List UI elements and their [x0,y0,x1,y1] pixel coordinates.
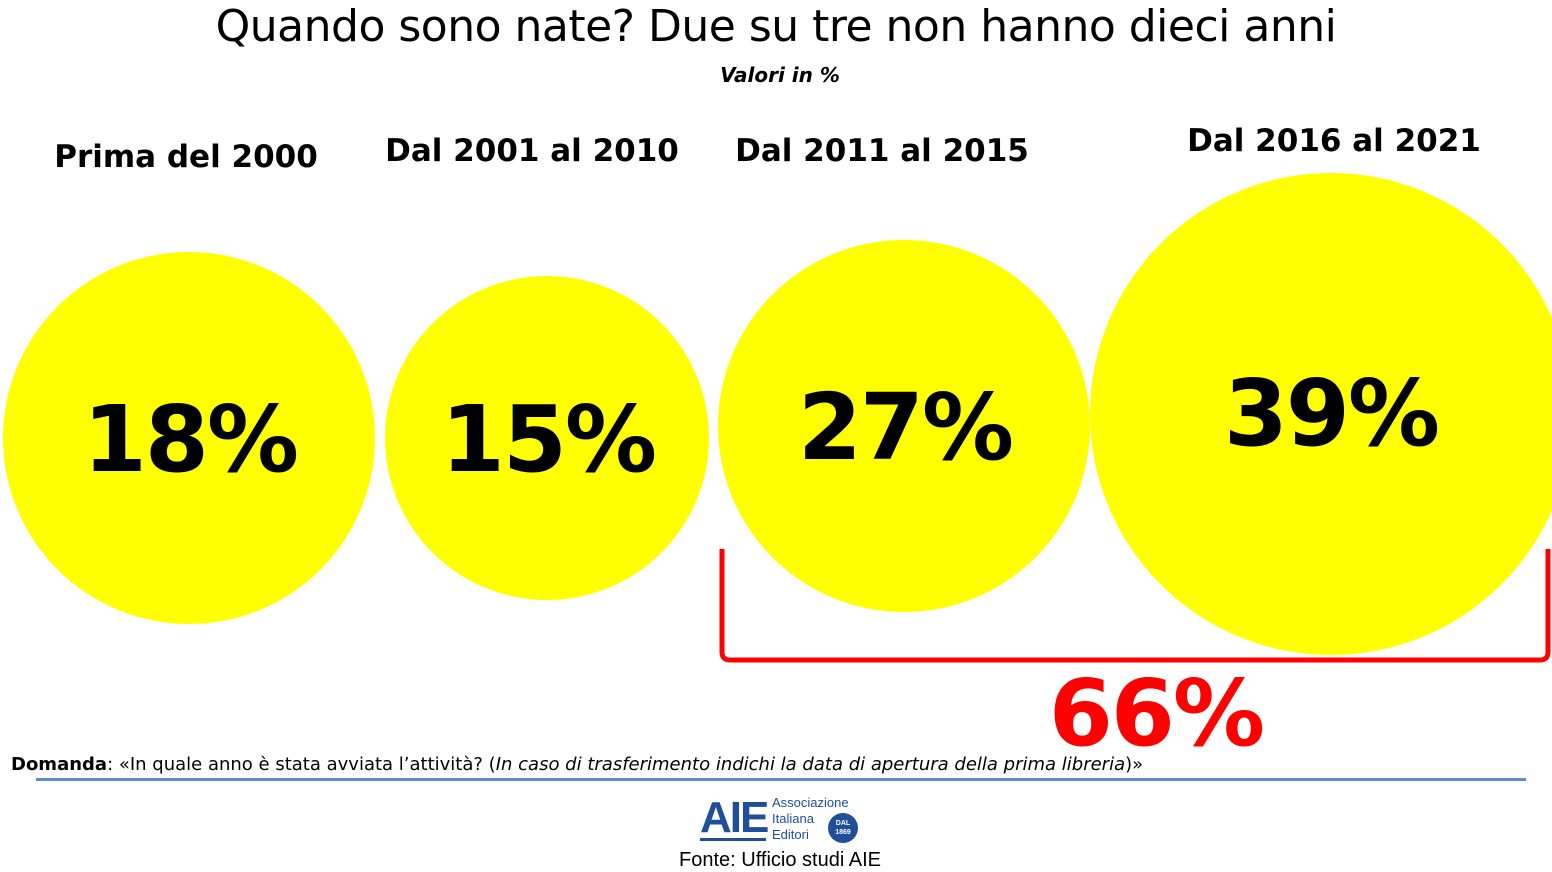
bubble-chart [3,173,1552,663]
source-note: Fonte: Ufficio studi AIE [679,849,881,871]
group-total-label: 66% [1048,660,1265,767]
logo-name-line: Editori [772,827,809,842]
logo-seal-line: 1869 [835,829,851,836]
question-text: : «In quale anno è stata avviata l’attiv… [107,754,496,775]
logo-seal-line: DAL [835,820,851,827]
bubble [718,240,1090,612]
category-label: Dal 2001 al 2010 [385,133,679,169]
bubble [1090,173,1552,655]
group-bracket [719,549,1551,663]
value-label: 27% [797,374,1014,481]
question-note: Domanda: «In quale anno è stata avviata … [11,753,1143,777]
logo-name: Associazione Italiana Editori [772,795,849,843]
logo-seal: DAL 1869 [828,813,858,843]
chart-subtitle: Valori in % [720,63,840,87]
question-italic: In caso di trasferimento indichi la data… [495,754,1126,775]
bubble [385,276,709,600]
logo-underline [700,838,766,841]
logo-mark: AIE [700,793,769,842]
footer-divider [36,778,1526,781]
value-label: 18% [82,386,299,493]
logo-name-line: Italiana [772,811,814,826]
aie-logo: AIE Associazione Italiana Editori DAL 18… [700,795,862,845]
question-label: Domanda [11,754,108,775]
category-label: Dal 2011 al 2015 [735,133,1029,169]
logo-name-line: Associazione [772,795,849,810]
value-label: 39% [1223,360,1440,467]
category-label: Prima del 2000 [54,139,318,175]
category-label: Dal 2016 al 2021 [1187,123,1481,159]
bubble [3,252,375,624]
chart-title: Quando sono nate? Due su tre non hanno d… [215,1,1337,52]
value-label: 15% [440,386,657,493]
question-end: )» [1125,754,1144,775]
